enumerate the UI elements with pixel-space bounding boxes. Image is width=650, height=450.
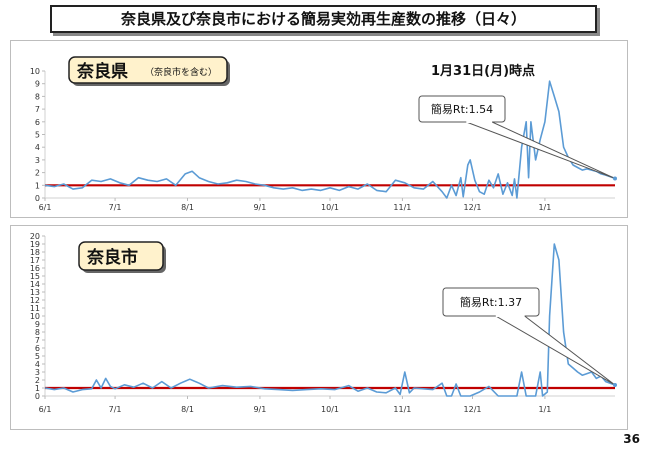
x-tick-label: 1/1 <box>538 203 551 212</box>
series-end-point <box>613 176 617 181</box>
y-tick-label: 0 <box>35 392 40 401</box>
y-tick-label: 4 <box>35 360 40 369</box>
y-tick-label: 6 <box>35 118 40 127</box>
x-tick-label: 8/1 <box>181 405 194 414</box>
y-tick-label: 19 <box>30 240 40 249</box>
y-tick-label: 20 <box>30 232 40 241</box>
page-number: 36 <box>623 432 640 446</box>
nara-prefecture-chart: 0 1 2 3 4 5 6 7 8 9 10 6/1 7/1 8/1 9/1 10/1 11/1 12/1 1/1 簡… <box>30 56 617 212</box>
callout-joint <box>466 120 493 123</box>
y-tick-label: 17 <box>30 256 40 265</box>
x-tick-label: 9/1 <box>253 203 266 212</box>
y-tick-label: 8 <box>35 92 40 101</box>
y-tick-label: 10 <box>30 67 40 76</box>
y-tick-label: 6 <box>35 344 40 353</box>
y-tick-label: 13 <box>30 288 40 297</box>
callout-pointer <box>466 121 616 179</box>
chart-label-region: 奈良市 <box>86 247 138 268</box>
y-tick-label: 0 <box>35 194 40 203</box>
x-tick-label: 12/1 <box>464 203 482 212</box>
callout-rt-value: 簡易Rt:1.54 <box>431 102 493 116</box>
x-tick-label: 8/1 <box>181 203 194 212</box>
y-tick-label: 18 <box>30 248 40 257</box>
x-tick-label: 10/1 <box>321 203 339 212</box>
y-tick-label: 14 <box>30 280 40 289</box>
slide-title: 奈良県及び奈良市における簡易実効再生産数の推移（日々） <box>50 5 597 33</box>
y-tick-label: 9 <box>35 80 40 89</box>
y-tick-label: 7 <box>35 105 40 114</box>
y-tick-label: 11 <box>30 304 40 313</box>
x-tick-label: 7/1 <box>109 203 122 212</box>
x-tick-label: 1/1 <box>538 405 551 414</box>
rt-series-line <box>44 80 616 199</box>
rt-series-line <box>44 243 616 397</box>
x-tick-label: 6/1 <box>39 203 52 212</box>
y-tick-label: 7 <box>35 336 40 345</box>
callout-box <box>418 95 506 123</box>
y-tick-label: 8 <box>35 328 40 337</box>
y-tick-label: 2 <box>35 376 40 385</box>
callout-rt-value: 簡易Rt:1.37 <box>460 295 522 309</box>
y-tick-label: 3 <box>35 368 40 377</box>
y-tick-label: 5 <box>35 131 40 140</box>
y-tick-label: 4 <box>35 143 40 152</box>
nara-city-chart-panel: 0 1 2 3 4 5 6 7 8 9 10 11 12 13 14 15 16 17 18 19 20 6/1 7/1 8/… <box>10 225 628 430</box>
x-tick-label: 6/1 <box>39 405 52 414</box>
nara-prefecture-chart-panel: 0 1 2 3 4 5 6 7 8 9 10 6/1 7/1 8/1 9/1 10/1 11/1 12/1 1/1 簡… <box>10 40 628 218</box>
callout-box <box>442 287 540 317</box>
chart-label-box <box>68 56 228 84</box>
callout-pointer <box>493 315 616 386</box>
chart-label-note: （奈良市を含む） <box>145 66 217 78</box>
y-tick-label: 1 <box>35 384 40 393</box>
y-tick-label: 10 <box>30 312 40 321</box>
y-tick-label: 5 <box>35 352 40 361</box>
chart-label-box <box>78 241 164 271</box>
y-tick-label: 15 <box>30 272 40 281</box>
x-tick-label: 11/1 <box>393 405 411 414</box>
x-tick-label: 9/1 <box>253 405 266 414</box>
x-tick-label: 11/1 <box>393 203 411 212</box>
y-tick-label: 1 <box>35 181 40 190</box>
x-tick-label: 10/1 <box>321 405 339 414</box>
x-tick-label: 12/1 <box>464 405 482 414</box>
x-tick-label: 7/1 <box>109 405 122 414</box>
callout-joint <box>495 314 525 317</box>
y-tick-label: 3 <box>35 156 40 165</box>
data-as-of-date: 1月31日(月)時点 <box>431 63 535 79</box>
y-tick-label: 2 <box>35 169 40 178</box>
series-end-point <box>613 383 617 388</box>
y-tick-label: 9 <box>35 320 40 329</box>
y-tick-label: 12 <box>30 296 40 305</box>
chart-label-region: 奈良県 <box>76 61 128 82</box>
y-tick-label: 16 <box>30 264 40 273</box>
